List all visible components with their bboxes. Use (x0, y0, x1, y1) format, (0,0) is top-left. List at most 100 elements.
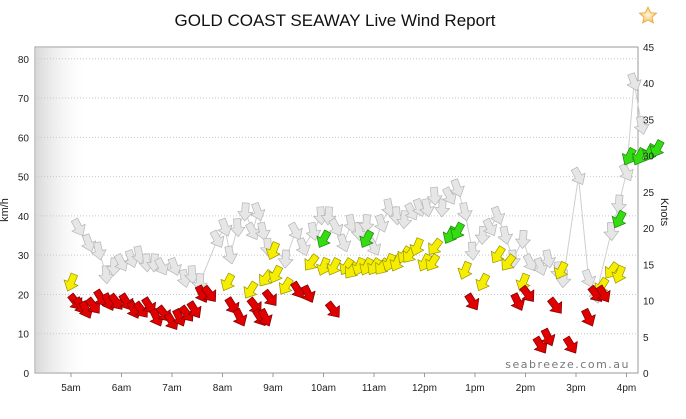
wind-arrow (328, 217, 344, 236)
x-tick-label: 1pm (465, 383, 484, 394)
wind-arrow (316, 229, 332, 248)
wind-arrow (232, 308, 248, 327)
wind-arrow (611, 264, 627, 284)
x-tick-label: 5am (61, 383, 80, 394)
wind-arrow (622, 147, 637, 166)
wind-arrow (81, 233, 97, 253)
wind-arrow (91, 241, 107, 261)
x-tick-label: 8am (213, 383, 232, 394)
wind-arrow (154, 257, 169, 276)
y-tick-label-left: 50 (18, 173, 30, 184)
wind-arrow (497, 225, 513, 245)
y-tick-label-right: 5 (643, 333, 649, 344)
wind-arrow (201, 284, 217, 302)
wind-arrow (464, 241, 481, 261)
wind-arrow (278, 276, 294, 295)
wind-arrow (359, 229, 375, 248)
wind-arrow (611, 194, 627, 214)
wind-arrow (265, 241, 281, 260)
wind-arrow (336, 233, 352, 253)
star-icon[interactable] (638, 6, 658, 24)
x-tick-label: 10am (311, 383, 336, 394)
wind-arrow (261, 288, 277, 306)
wind-arrow (595, 284, 611, 303)
y-tick-label-right: 40 (643, 79, 655, 90)
watermark: seabreeze.com.au (505, 358, 630, 371)
wind-arrow (457, 260, 473, 280)
x-axis-ticks: 5am 6am 7am 8am 9am 10am 11am 12pm 1pm 2pm 3pm 4pm (61, 373, 636, 394)
x-tick-label: 6am (112, 383, 131, 394)
wind-arrow (268, 264, 284, 284)
y-tick-label-left: 80 (18, 55, 30, 66)
right-axis-ticks: 0 5 10 15 20 25 30 35 40 45 (643, 43, 655, 380)
y-tick-label-right: 20 (643, 224, 655, 235)
wind-arrow (450, 221, 465, 240)
wind-arrow (295, 237, 311, 257)
right-axis-label: Knots (658, 198, 670, 227)
x-tick-label: 7am (162, 383, 181, 394)
wind-arrow (501, 253, 517, 271)
x-tick-label: 3pm (566, 383, 585, 394)
wind-arrow (358, 214, 375, 234)
wind-arrow (107, 292, 123, 310)
wind-arrows (63, 72, 665, 354)
y-tick-label-right: 25 (643, 188, 655, 199)
y-tick-label-right: 0 (643, 369, 649, 380)
wind-arrow (442, 186, 457, 205)
y-tick-label-left: 70 (18, 94, 30, 105)
wind-arrow (220, 272, 236, 292)
wind-arrow (222, 245, 238, 265)
wind-arrow (581, 268, 596, 288)
y-tick-label-left: 30 (18, 251, 30, 262)
wind-arrow (409, 237, 425, 256)
left-axis-label: km/h (0, 198, 11, 222)
chart-title: GOLD COAST SEAWAY Live Wind Report (175, 11, 496, 30)
wind-arrow (482, 217, 498, 236)
wind-arrow (464, 292, 480, 311)
wind-arrow (146, 253, 163, 273)
y-tick-label-left: 0 (23, 369, 29, 380)
wind-arrow (70, 217, 86, 236)
wind-arrow (634, 115, 650, 135)
wind-arrow (186, 300, 202, 319)
wind-arrow (626, 72, 642, 92)
wind-arrow (324, 300, 340, 318)
y-tick-label-right: 45 (643, 43, 655, 54)
wind-arrow (425, 253, 441, 271)
wind-arrow (113, 253, 129, 272)
y-tick-label-right: 10 (643, 297, 655, 308)
wind-arrow (540, 327, 556, 347)
wind-arrow (288, 221, 303, 240)
night-shading (36, 48, 91, 372)
wind-arrow (510, 292, 525, 311)
y-tick-label-left: 10 (18, 330, 30, 341)
wind-arrow (326, 257, 342, 276)
wind-arrow (449, 178, 465, 198)
wind-arrow (167, 256, 182, 276)
x-tick-label: 11am (362, 383, 386, 394)
wind-arrow (490, 205, 506, 225)
y-tick-label-right: 35 (643, 115, 655, 126)
plot-area (34, 46, 665, 374)
wind-arrow (124, 249, 139, 268)
wind-arrow (63, 272, 79, 292)
wind-arrow (649, 139, 665, 158)
wind-arrow (404, 202, 419, 221)
y-tick-label-left: 60 (18, 133, 30, 144)
plot-background (34, 46, 639, 374)
wind-arrow (243, 280, 259, 299)
wind-arrow (277, 249, 294, 269)
wind-arrow (519, 284, 535, 302)
wind-arrow (533, 256, 549, 276)
wind-arrow (250, 201, 266, 221)
wind-arrow (540, 249, 556, 269)
wind-arrow (316, 256, 331, 276)
wind-arrow (562, 335, 578, 354)
wind-arrow (300, 284, 316, 303)
wind-arrow (257, 308, 273, 327)
wind-arrow (611, 209, 627, 229)
x-tick-label: 12pm (412, 383, 437, 394)
wind-arrow (224, 296, 240, 315)
x-tick-label: 4pm (617, 383, 636, 394)
